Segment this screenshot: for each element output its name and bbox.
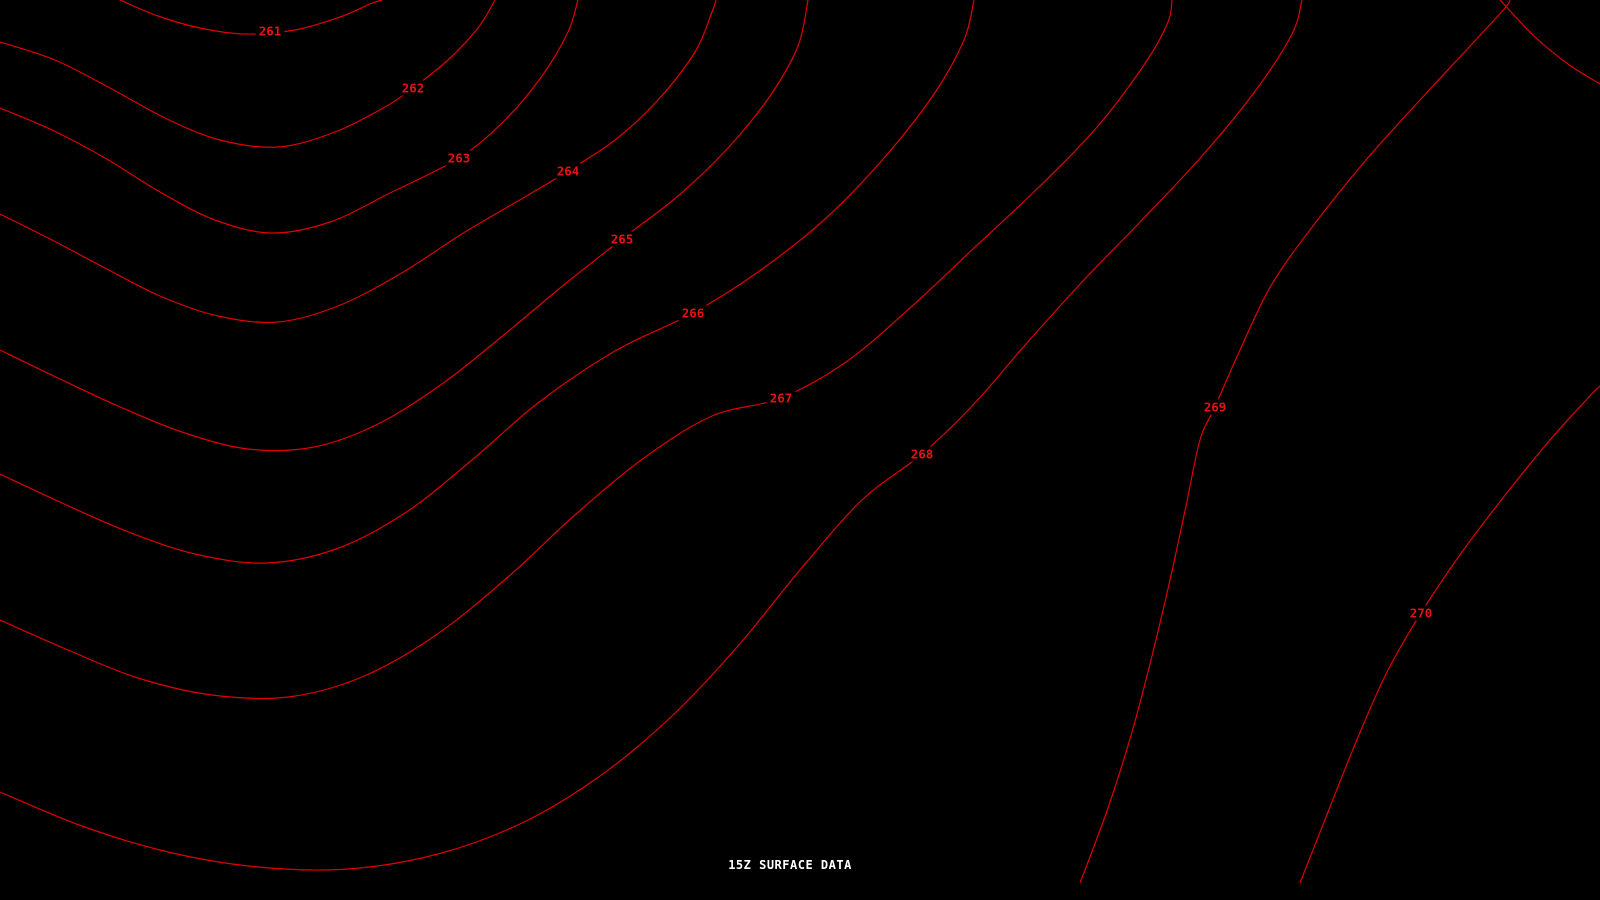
contour-line-263 (0, 0, 579, 234)
contour-label-mask (678, 305, 708, 321)
contour-label: 269 (1204, 400, 1227, 415)
contour-label-mask (766, 390, 796, 406)
contour-label-mask (553, 163, 583, 179)
contour-label: 263 (448, 151, 471, 166)
map-title: 15Z SURFACE DATA (728, 858, 852, 872)
contour-label-mask (907, 446, 937, 462)
contour-line-269 (1079, 0, 1511, 884)
contour-line-266 (0, 0, 975, 564)
contour-line-264 (0, 0, 717, 324)
contour-label-mask (1200, 399, 1230, 415)
contour-label: 268 (911, 447, 934, 462)
contour-label: 270 (1410, 606, 1433, 621)
contour-label: 264 (557, 164, 580, 179)
contour-line-261 (119, 0, 383, 35)
contour-label-mask (444, 150, 474, 166)
contour-label: 262 (402, 81, 425, 96)
contour-label-mask (1406, 605, 1436, 621)
contour-label-mask (255, 23, 285, 39)
contour-line-262 (0, 0, 496, 148)
contour-line-270 (1299, 385, 1600, 884)
contour-line-267 (0, 0, 1173, 700)
contour-line-265 (0, 0, 809, 452)
contour-label-mask (607, 231, 637, 247)
contour-line-268 (0, 0, 1303, 871)
contour-label: 266 (682, 306, 705, 321)
contour-label: 267 (770, 391, 793, 406)
contour-label: 261 (259, 24, 282, 39)
contour-label-mask (398, 80, 428, 96)
contour-line-unlabeled (1499, 0, 1600, 85)
contour-label: 265 (611, 232, 634, 247)
